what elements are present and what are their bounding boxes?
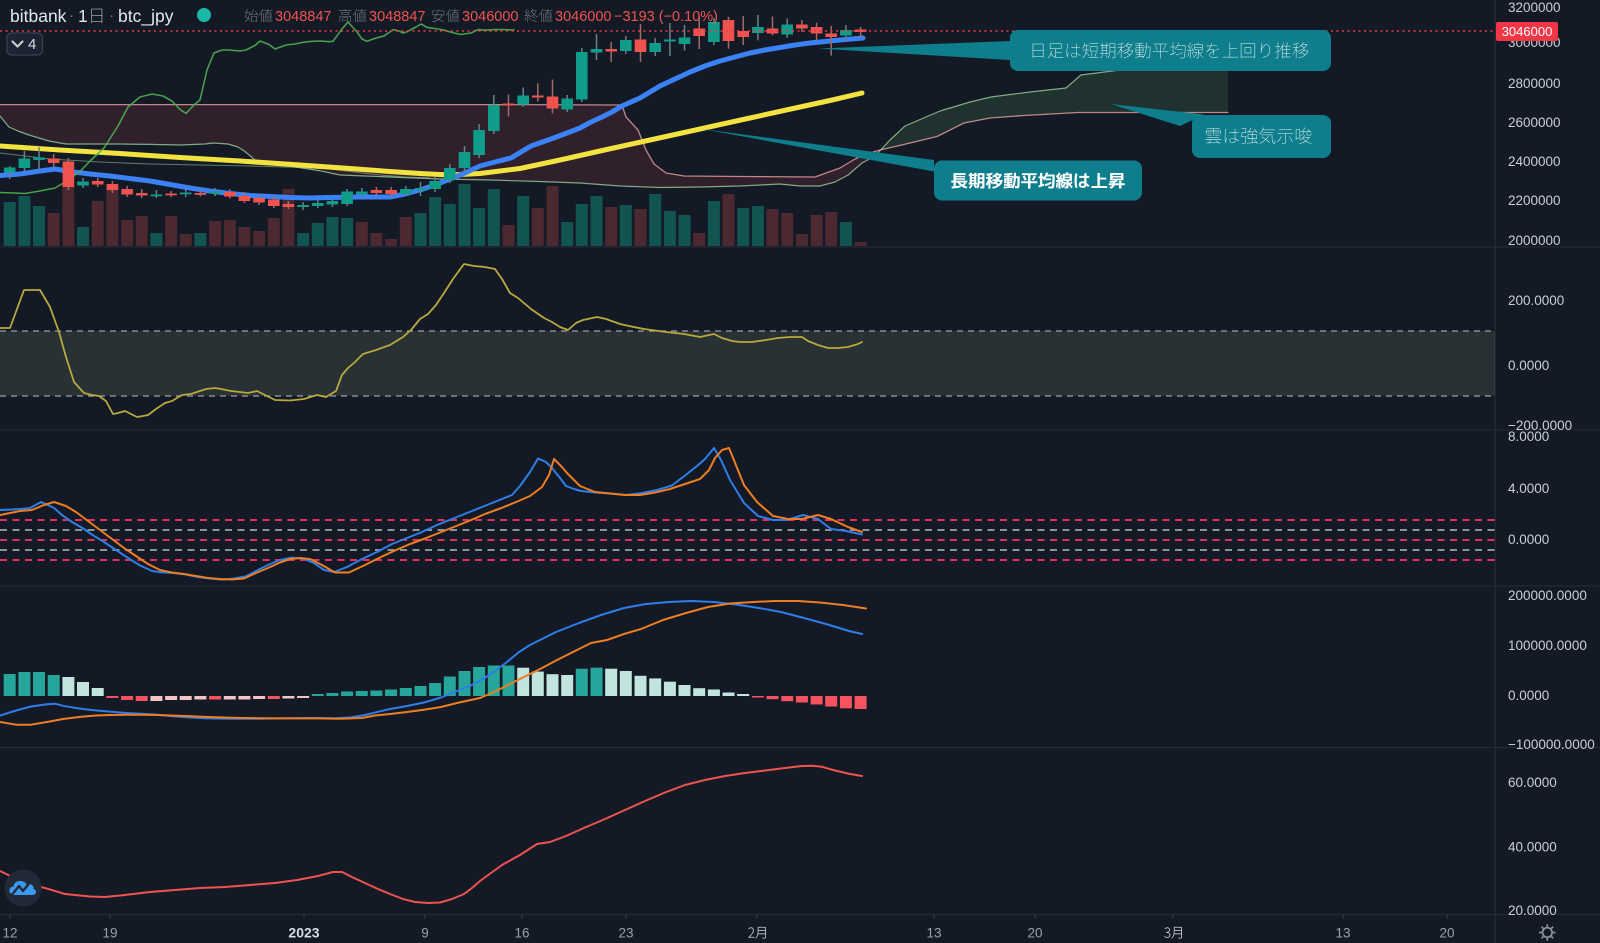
svg-text:·: · bbox=[69, 7, 74, 24]
svg-text:20: 20 bbox=[1439, 926, 1454, 941]
svg-text:23: 23 bbox=[618, 926, 633, 941]
svg-text:40.0000: 40.0000 bbox=[1508, 840, 1557, 855]
svg-text:12: 12 bbox=[2, 926, 17, 941]
svg-text:16: 16 bbox=[514, 926, 529, 941]
svg-text:−100000.0000: −100000.0000 bbox=[1508, 737, 1595, 752]
svg-text:1: 1 bbox=[78, 6, 88, 26]
svg-text:4: 4 bbox=[28, 36, 36, 53]
svg-text:2023: 2023 bbox=[288, 925, 319, 941]
svg-text:2400000: 2400000 bbox=[1508, 154, 1561, 169]
svg-text:3048847: 3048847 bbox=[369, 9, 425, 25]
svg-text:200000.0000: 200000.0000 bbox=[1508, 588, 1587, 603]
svg-text:−200.0000: −200.0000 bbox=[1508, 418, 1572, 433]
svg-text:0.0000: 0.0000 bbox=[1508, 688, 1549, 703]
svg-text:13: 13 bbox=[1335, 926, 1350, 941]
svg-text:4.0000: 4.0000 bbox=[1508, 481, 1549, 496]
svg-text:20.0000: 20.0000 bbox=[1508, 903, 1557, 918]
svg-text:2600000: 2600000 bbox=[1508, 115, 1561, 130]
svg-text:3046000: 3046000 bbox=[462, 9, 518, 25]
svg-text:8.0000: 8.0000 bbox=[1508, 429, 1549, 444]
svg-text:bitbank: bitbank bbox=[10, 6, 67, 26]
svg-text:·: · bbox=[109, 7, 114, 24]
svg-text:9: 9 bbox=[421, 926, 429, 941]
svg-text:0.0000: 0.0000 bbox=[1508, 532, 1549, 547]
svg-text:2200000: 2200000 bbox=[1508, 193, 1561, 208]
svg-text:3046000: 3046000 bbox=[1502, 24, 1553, 39]
svg-text:−3193 (−0.10%): −3193 (−0.10%) bbox=[614, 9, 718, 25]
svg-text:0.0000: 0.0000 bbox=[1508, 358, 1549, 373]
svg-text:13: 13 bbox=[926, 926, 941, 941]
svg-text:2800000: 2800000 bbox=[1508, 76, 1561, 91]
svg-text:btc_jpy: btc_jpy bbox=[118, 6, 174, 27]
svg-text:20: 20 bbox=[1027, 926, 1042, 941]
svg-text:60.0000: 60.0000 bbox=[1508, 775, 1557, 790]
svg-text:19: 19 bbox=[102, 926, 117, 941]
svg-text:3048847: 3048847 bbox=[275, 9, 331, 25]
svg-text:100000.0000: 100000.0000 bbox=[1508, 638, 1587, 653]
svg-text:200.0000: 200.0000 bbox=[1508, 293, 1564, 308]
svg-text:3046000: 3046000 bbox=[555, 9, 611, 25]
svg-text:2000000: 2000000 bbox=[1508, 233, 1561, 248]
svg-text:3200000: 3200000 bbox=[1508, 0, 1561, 15]
